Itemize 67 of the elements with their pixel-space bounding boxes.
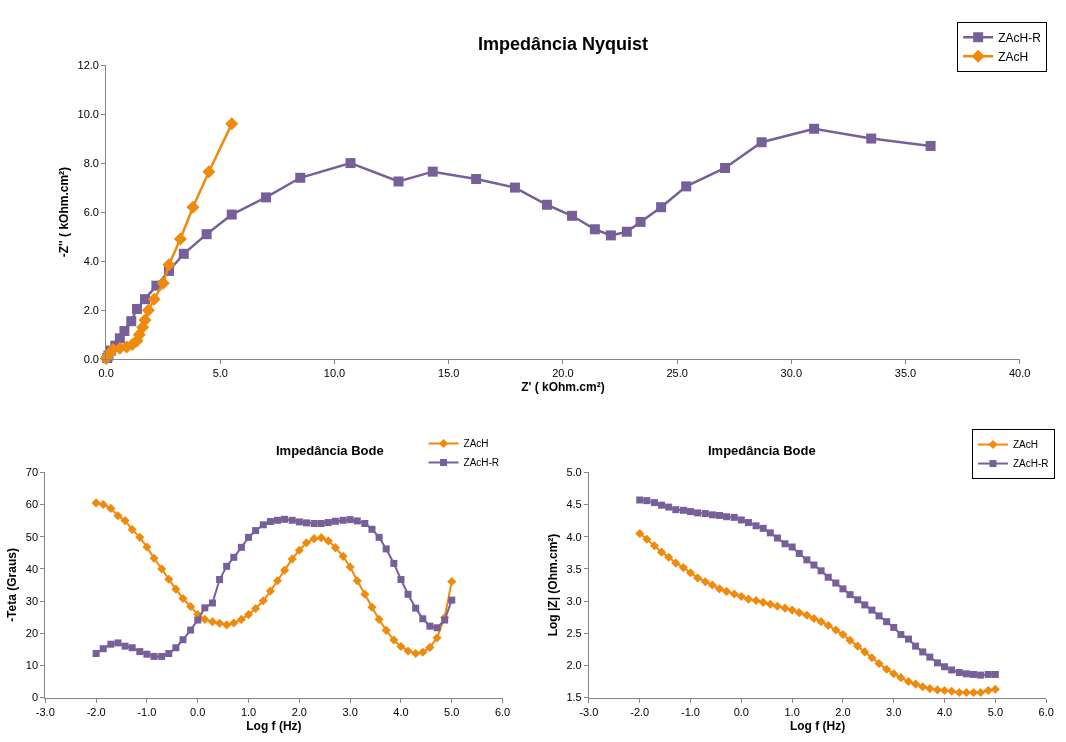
y-axis-title: -Z'' ( kOhm.cm²) [56, 166, 71, 258]
x-axis-title: Z' ( kOhm.cm²) [521, 380, 605, 395]
y-tick-label: 20 [25, 627, 39, 640]
legend-label: ZAcH-R [463, 457, 500, 469]
y-tick-label: 5.0 [566, 466, 582, 479]
x-tick-label: 10.0 [323, 367, 346, 380]
y-tick-label: 10 [25, 659, 39, 672]
x-tick-label: 3.0 [342, 705, 358, 718]
y-tick-label: 2.5 [566, 627, 582, 640]
x-tick-label: -3.0 [579, 705, 599, 718]
y-tick-label: 2.0 [566, 659, 582, 672]
y-tick-label: 0.0 [83, 353, 99, 366]
x-tick-label: 5.0 [212, 367, 228, 380]
x-tick-label: 0.0 [190, 705, 206, 718]
x-tick-label: -2.0 [630, 705, 650, 718]
x-tick-label: 0.0 [733, 705, 749, 718]
x-tick-label: 2.0 [835, 705, 851, 718]
x-tick-label: 35.0 [894, 367, 917, 380]
x-tick-label: 4.0 [393, 705, 409, 718]
x-tick-label: 30.0 [780, 367, 802, 380]
x-tick-label: 6.0 [494, 705, 511, 718]
x-tick-label: -1.0 [137, 705, 157, 718]
y-tick-label: 3.0 [566, 594, 582, 607]
y-axis-title: Log |Z| (Ohm.cm²) [545, 533, 560, 637]
y-tick-label: 6.0 [83, 205, 99, 218]
y-tick-label: 30 [25, 594, 39, 607]
y-tick-label: 8.0 [83, 156, 99, 169]
y-tick-label: 3.5 [566, 562, 582, 575]
x-axis-title: Log f (Hz) [246, 718, 302, 733]
x-tick-label: 5.0 [987, 705, 1004, 718]
y-tick-label: 60 [25, 498, 39, 511]
chart-title: Impedância Bode [276, 443, 384, 458]
x-tick-label: 40.0 [1008, 367, 1031, 380]
x-tick-label: -2.0 [86, 705, 106, 718]
y-tick-label: 2.0 [83, 304, 99, 317]
y-axis-title: -Teta (Graus) [5, 548, 20, 622]
legend-label: ZAcH-R [1013, 458, 1049, 470]
legend-label: ZAcH-R [998, 30, 1042, 45]
x-tick-label: 0.0 [98, 367, 114, 380]
x-tick-label: 6.0 [1038, 705, 1054, 718]
x-tick-label: 1.0 [240, 705, 257, 718]
chart-title: Impedância Bode [708, 443, 816, 458]
x-tick-label: 4.0 [936, 705, 953, 718]
y-tick-label: 10.0 [77, 107, 99, 120]
y-tick-label: 12.0 [77, 58, 99, 71]
y-tick-label: 4.0 [83, 254, 99, 267]
x-tick-label: 5.0 [444, 705, 460, 718]
legend-label: ZAcH [1013, 439, 1038, 451]
legend-label: ZAcH [463, 438, 489, 450]
y-tick-label: 4.5 [566, 498, 582, 511]
x-tick-label: -3.0 [35, 705, 55, 718]
x-axis-title: Log f (Hz) [789, 718, 846, 733]
y-tick-label: 1.5 [566, 691, 582, 704]
y-tick-label: 0 [31, 691, 39, 704]
y-tick-label: 70 [25, 466, 39, 479]
chart-title: Impedância Nyquist [478, 34, 649, 54]
y-tick-label: 50 [25, 530, 39, 543]
x-tick-label: 1.0 [784, 705, 800, 718]
x-tick-label: 25.0 [666, 367, 688, 380]
x-tick-label: 2.0 [291, 705, 307, 718]
y-tick-label: 4.0 [566, 530, 582, 543]
y-tick-label: 40 [25, 562, 39, 575]
x-tick-label: 3.0 [886, 705, 902, 718]
x-tick-label: 20.0 [552, 367, 574, 380]
legend-label: ZAcH [998, 49, 1029, 64]
x-tick-label: 15.0 [438, 367, 460, 380]
x-tick-label: -1.0 [681, 705, 701, 718]
